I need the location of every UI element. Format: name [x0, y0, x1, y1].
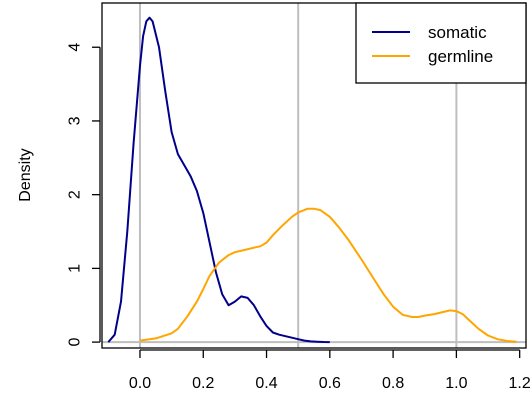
y-tick-label: 4 — [67, 43, 84, 52]
legend-label-germline: germline — [428, 47, 493, 66]
legend-box — [355, 2, 527, 84]
x-tick-label: 1.0 — [445, 375, 467, 392]
y-tick-label: 1 — [67, 264, 84, 273]
y-axis: 0 1 2 3 4 — [67, 43, 101, 347]
y-tick-label: 3 — [67, 116, 84, 125]
x-tick-label: 0.0 — [129, 375, 151, 392]
legend-label-somatic: somatic — [428, 23, 487, 42]
series-layer — [107, 16, 517, 344]
y-tick-label: 0 — [67, 338, 84, 347]
x-tick-label: 0.8 — [382, 375, 404, 392]
series-line-somatic — [107, 16, 330, 344]
legend: somatic germline — [355, 2, 527, 84]
y-tick-label: 2 — [67, 190, 84, 199]
x-tick-label: 0.2 — [192, 375, 214, 392]
x-axis: 0.0 0.2 0.4 0.6 0.8 1.0 1.2 — [129, 349, 530, 392]
series-line-germline — [139, 207, 517, 343]
x-tick-label: 1.2 — [509, 375, 530, 392]
y-axis-title: Density — [17, 148, 34, 201]
x-tick-label: 0.4 — [255, 375, 277, 392]
x-tick-label: 0.6 — [319, 375, 341, 392]
plot-frame — [101, 2, 527, 349]
